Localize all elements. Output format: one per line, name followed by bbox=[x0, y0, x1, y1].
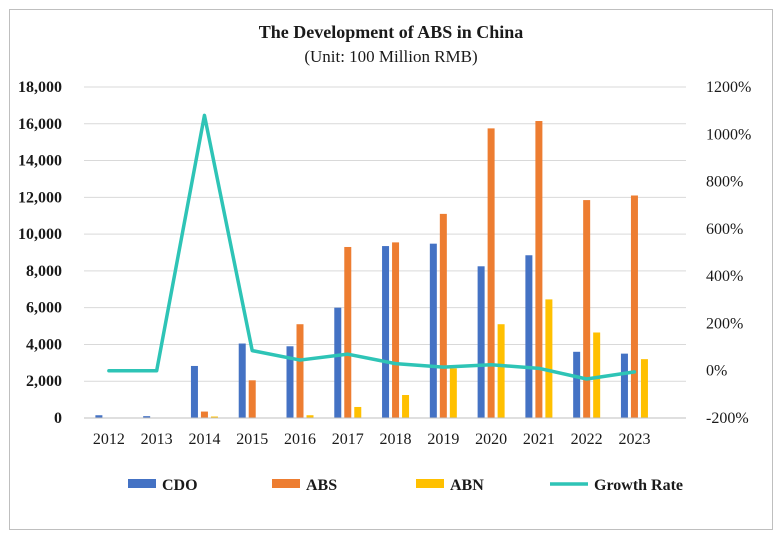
x-tick-label: 2014 bbox=[188, 431, 220, 448]
bar-cdo-2017 bbox=[334, 307, 342, 418]
legend-label: ABS bbox=[306, 477, 337, 494]
y-right-tick-label: 200% bbox=[706, 315, 743, 332]
bar-abs-2016 bbox=[296, 324, 304, 418]
bar-abn-2021 bbox=[545, 299, 553, 418]
bar-abs-2020 bbox=[487, 128, 495, 418]
chart-frame bbox=[9, 9, 773, 530]
y-right-tick-label: 400% bbox=[706, 268, 743, 285]
chart-title: The Development of ABS in China bbox=[259, 22, 524, 42]
bar-abn-2022 bbox=[593, 332, 601, 418]
x-tick-label: 2020 bbox=[475, 431, 507, 448]
bar-cdo-2016 bbox=[286, 346, 294, 418]
bar-abn-2020 bbox=[497, 324, 505, 418]
growth-rate-line bbox=[107, 113, 637, 381]
x-tick-label: 2018 bbox=[380, 431, 412, 448]
bar-cdo-2020 bbox=[477, 266, 485, 418]
x-tick-label: 2015 bbox=[236, 431, 268, 448]
y-left-tick-label: 14,000 bbox=[18, 153, 62, 170]
bar-abs-2014 bbox=[200, 411, 208, 418]
x-tick-label: 2016 bbox=[284, 431, 316, 448]
bar-cdo-2014 bbox=[190, 365, 198, 418]
y-left-tick-label: 18,000 bbox=[18, 79, 62, 96]
bar-abn-2018 bbox=[402, 395, 410, 418]
bar-abs-2019 bbox=[439, 213, 447, 418]
y-left-tick-label: 6,000 bbox=[26, 300, 62, 317]
y-right-tick-label: 0% bbox=[706, 363, 727, 380]
x-tick-label: 2012 bbox=[93, 431, 125, 448]
bar-abs-2018 bbox=[392, 242, 400, 418]
legend-swatch-cdo bbox=[128, 479, 156, 488]
bar-cdo-2019 bbox=[429, 243, 437, 418]
bar-abs-2021 bbox=[535, 121, 543, 419]
y-left-tick-label: 12,000 bbox=[18, 189, 62, 206]
axes: 0 2,000 4,000 6,000 8,000 10,000 12,000 14,000 1… bbox=[18, 79, 751, 448]
bar-abs-2017 bbox=[344, 246, 352, 418]
bar-cdo-2012 bbox=[95, 415, 103, 418]
bar-cdo-2013 bbox=[143, 416, 151, 418]
y-right-tick-label: -200% bbox=[706, 410, 749, 427]
legend-swatch-abs bbox=[272, 479, 300, 488]
bar-abs-2022 bbox=[583, 200, 591, 418]
bar-cdo-2023 bbox=[620, 353, 628, 418]
y-left-tick-label: 4,000 bbox=[26, 336, 62, 353]
legend: CDO ABS ABN Growth Rate bbox=[128, 477, 683, 494]
bar-series bbox=[95, 121, 648, 419]
bar-abs-2015 bbox=[248, 380, 256, 418]
y-left-tick-label: 2,000 bbox=[26, 373, 62, 390]
bar-abs-2023 bbox=[630, 195, 638, 418]
y-left-tick-label: 16,000 bbox=[18, 116, 62, 133]
bar-abn-2019 bbox=[449, 368, 457, 418]
bar-abn-2014 bbox=[210, 416, 218, 418]
y-left-tick-label: 8,000 bbox=[26, 263, 62, 280]
x-tick-label: 2013 bbox=[141, 431, 173, 448]
legend-swatch-abn bbox=[416, 479, 444, 488]
legend-label: Growth Rate bbox=[594, 477, 683, 494]
legend-label: CDO bbox=[162, 477, 198, 494]
legend-label: ABN bbox=[450, 477, 484, 494]
x-tick-label: 2023 bbox=[618, 431, 650, 448]
x-tick-label: 2022 bbox=[571, 431, 603, 448]
chart-subtitle: (Unit: 100 Million RMB) bbox=[304, 47, 477, 66]
x-tick-label: 2017 bbox=[332, 431, 364, 448]
bar-abn-2017 bbox=[354, 406, 362, 418]
y-right-tick-label: 600% bbox=[706, 221, 743, 238]
y-left-tick-label: 10,000 bbox=[18, 226, 62, 243]
bar-cdo-2021 bbox=[525, 255, 533, 418]
bar-abn-2016 bbox=[306, 415, 314, 418]
y-right-tick-label: 1200% bbox=[706, 79, 751, 96]
bar-abn-2023 bbox=[640, 359, 648, 418]
bar-cdo-2018 bbox=[382, 246, 390, 418]
growth-rate-polyline bbox=[107, 113, 637, 381]
y-right-tick-label: 800% bbox=[706, 174, 743, 191]
x-tick-label: 2019 bbox=[427, 431, 459, 448]
bar-cdo-2015 bbox=[238, 343, 246, 418]
bar-cdo-2022 bbox=[573, 351, 581, 418]
y-left-tick-label: 0 bbox=[54, 410, 62, 427]
y-right-tick-label: 1000% bbox=[706, 126, 751, 143]
x-tick-label: 2021 bbox=[523, 431, 555, 448]
